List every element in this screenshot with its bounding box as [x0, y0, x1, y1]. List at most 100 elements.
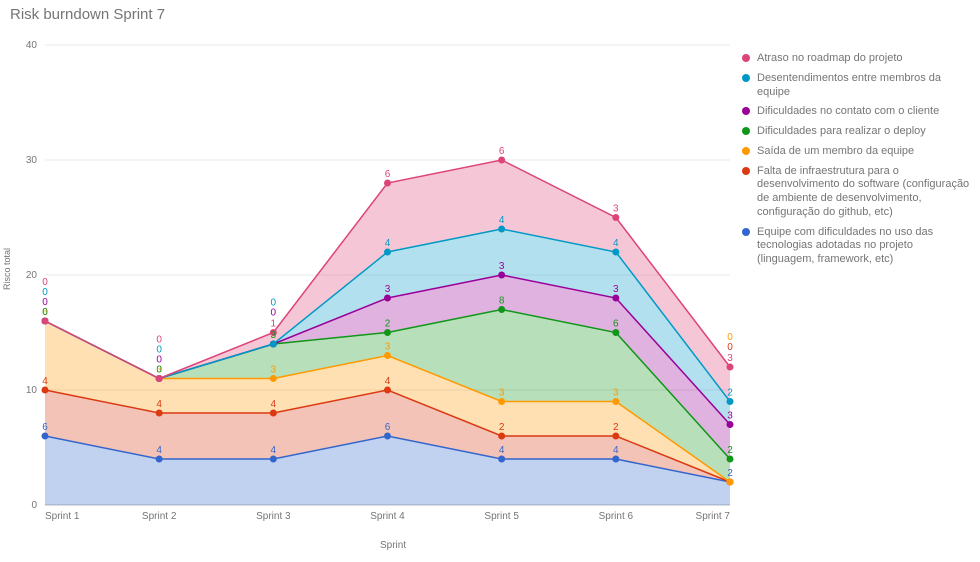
- legend-swatch: [742, 107, 750, 115]
- legend-swatch: [742, 74, 750, 82]
- marker: [498, 456, 505, 463]
- svg-text:3: 3: [499, 261, 505, 272]
- legend-swatch: [742, 228, 750, 236]
- marker: [42, 318, 49, 325]
- marker: [727, 398, 734, 405]
- marker: [612, 329, 619, 336]
- svg-text:Sprint 4: Sprint 4: [370, 511, 405, 522]
- svg-text:0: 0: [727, 332, 733, 343]
- svg-text:3: 3: [727, 353, 733, 364]
- svg-text:0: 0: [42, 287, 48, 298]
- chart-container: Risk burndown Sprint 7 010203040Sprint 1…: [0, 0, 980, 562]
- svg-text:4: 4: [613, 238, 619, 249]
- svg-text:4: 4: [156, 399, 162, 410]
- svg-text:0: 0: [42, 307, 48, 318]
- x-axis-label: Sprint: [380, 540, 406, 551]
- marker: [270, 341, 277, 348]
- svg-text:0: 0: [156, 335, 162, 346]
- svg-text:Sprint 3: Sprint 3: [256, 511, 291, 522]
- svg-text:2: 2: [727, 468, 733, 479]
- svg-text:4: 4: [271, 399, 277, 410]
- legend-item[interactable]: Falta de infraestrutura para o desenvolv…: [742, 165, 972, 220]
- svg-text:3: 3: [271, 365, 277, 376]
- svg-text:2: 2: [499, 422, 505, 433]
- legend-label: Dificuldades para realizar o deploy: [757, 125, 972, 139]
- legend-item[interactable]: Desentendimentos entre membros da equipe: [742, 72, 972, 100]
- svg-text:Sprint 6: Sprint 6: [599, 511, 634, 522]
- svg-text:4: 4: [499, 215, 505, 226]
- marker: [42, 433, 49, 440]
- marker: [612, 249, 619, 256]
- marker: [384, 180, 391, 187]
- svg-text:3: 3: [613, 284, 619, 295]
- svg-text:0: 0: [31, 500, 37, 511]
- svg-text:20: 20: [26, 270, 38, 281]
- marker: [612, 214, 619, 221]
- legend-label: Desentendimentos entre membros da equipe: [757, 72, 972, 100]
- svg-text:3: 3: [271, 330, 277, 341]
- svg-text:10: 10: [26, 385, 38, 396]
- svg-text:4: 4: [613, 445, 619, 456]
- legend-item[interactable]: Dificuldades para realizar o deploy: [742, 125, 972, 139]
- marker: [270, 410, 277, 417]
- svg-text:3: 3: [727, 411, 733, 422]
- legend-item[interactable]: Saída de um membro da equipe: [742, 145, 972, 159]
- legend-swatch: [742, 127, 750, 135]
- marker: [42, 387, 49, 394]
- svg-text:6: 6: [385, 422, 391, 433]
- marker: [612, 433, 619, 440]
- svg-text:3: 3: [499, 388, 505, 399]
- svg-text:Sprint 1: Sprint 1: [45, 511, 80, 522]
- svg-text:4: 4: [385, 376, 391, 387]
- marker: [384, 387, 391, 394]
- svg-text:4: 4: [499, 445, 505, 456]
- legend-label: Saída de um membro da equipe: [757, 145, 972, 159]
- svg-text:4: 4: [42, 376, 48, 387]
- legend-item[interactable]: Atraso no roadmap do projeto: [742, 52, 972, 66]
- svg-text:1: 1: [271, 319, 277, 330]
- marker: [612, 398, 619, 405]
- marker: [612, 295, 619, 302]
- legend-swatch: [742, 54, 750, 62]
- svg-text:0: 0: [727, 342, 733, 353]
- marker: [270, 456, 277, 463]
- svg-text:8: 8: [499, 296, 505, 307]
- svg-text:3: 3: [613, 204, 619, 215]
- svg-text:30: 30: [26, 155, 38, 166]
- svg-text:4: 4: [385, 238, 391, 249]
- legend-label: Equipe com dificuldades no uso das tecno…: [757, 226, 972, 267]
- marker: [384, 433, 391, 440]
- marker: [498, 226, 505, 233]
- marker: [727, 479, 734, 486]
- svg-text:0: 0: [156, 365, 162, 376]
- svg-text:0: 0: [42, 277, 48, 288]
- marker: [384, 249, 391, 256]
- marker: [156, 410, 163, 417]
- svg-text:4: 4: [156, 445, 162, 456]
- svg-text:3: 3: [385, 342, 391, 353]
- svg-text:4: 4: [271, 445, 277, 456]
- svg-text:0: 0: [156, 345, 162, 356]
- svg-text:2: 2: [613, 422, 619, 433]
- y-axis-label: Risco total: [2, 248, 12, 290]
- svg-text:3: 3: [613, 388, 619, 399]
- marker: [727, 364, 734, 371]
- svg-text:40: 40: [26, 40, 38, 51]
- marker: [498, 433, 505, 440]
- legend-item[interactable]: Equipe com dificuldades no uso das tecno…: [742, 226, 972, 267]
- marker: [727, 456, 734, 463]
- svg-text:0: 0: [156, 355, 162, 366]
- marker: [498, 157, 505, 164]
- marker: [156, 375, 163, 382]
- marker: [384, 329, 391, 336]
- marker: [727, 421, 734, 428]
- svg-text:3: 3: [385, 284, 391, 295]
- marker: [384, 295, 391, 302]
- svg-text:6: 6: [42, 422, 48, 433]
- legend-label: Dificuldades no contato com o cliente: [757, 105, 972, 119]
- marker: [270, 375, 277, 382]
- marker: [384, 352, 391, 359]
- svg-text:0: 0: [271, 308, 277, 319]
- svg-text:2: 2: [385, 319, 391, 330]
- legend-item[interactable]: Dificuldades no contato com o cliente: [742, 105, 972, 119]
